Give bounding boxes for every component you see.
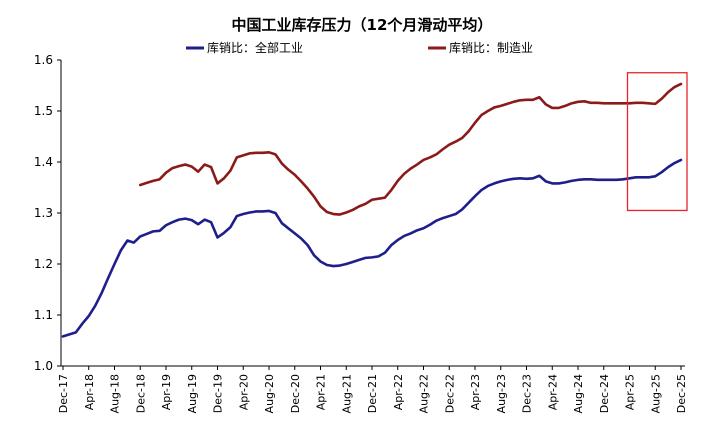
x-tick-label: Apr-23: [469, 374, 482, 410]
x-axis: Dec-17 Apr-18 Aug-18 Dec-18 Apr-19 Aug-19 Dec-…: [57, 365, 688, 413]
x-tick-label: Aug-21: [340, 374, 353, 413]
x-tick-label: Dec-25: [675, 374, 688, 413]
x-tick-label: Dec-21: [366, 374, 379, 413]
x-tick-label: Aug-19: [186, 374, 199, 413]
x-tick-label: Dec-18: [134, 374, 147, 413]
x-tick-label: Dec-23: [521, 374, 534, 413]
y-tick-label: 1.4: [34, 155, 53, 169]
legend-label-all-industry: 库销比：全部工业: [207, 40, 303, 55]
x-tick-label: Aug-20: [263, 374, 276, 413]
legend: 库销比：全部工业 库销比：制造业: [186, 40, 533, 55]
y-tick-label: 1.3: [34, 206, 53, 220]
y-tick-label: 1.5: [34, 104, 53, 118]
x-tick-label: Dec-24: [598, 374, 611, 413]
x-tick-label: Dec-19: [212, 374, 225, 413]
y-tick-label: 1.2: [34, 257, 53, 271]
x-tick-label: Dec-22: [443, 374, 456, 413]
series-line-manufacturing: [138, 82, 683, 216]
chart-title: 中国工业库存压力（12个月滑动平均）: [232, 16, 493, 34]
x-tick-label: Apr-21: [315, 374, 328, 410]
y-tick-label: 1.6: [34, 53, 53, 67]
highlight-box: [626, 72, 688, 212]
x-tick-label: Apr-22: [392, 374, 405, 410]
x-tick-label: Aug-22: [418, 374, 431, 413]
x-tick-label: Dec-20: [289, 374, 302, 413]
x-tick-label: Aug-25: [649, 374, 662, 413]
x-tick-label: Dec-17: [57, 374, 70, 413]
series-layer: [61, 82, 683, 338]
highlight-layer: [626, 72, 688, 212]
x-tick-label: Aug-24: [572, 374, 585, 413]
x-tick-label: Aug-18: [109, 374, 122, 413]
y-axis: 1.0 1.1 1.2 1.3 1.4 1.5 1.6: [34, 53, 62, 373]
y-tick-label: 1.0: [34, 359, 53, 373]
x-tick-label: Apr-18: [83, 374, 96, 410]
x-tick-label: Apr-20: [237, 374, 250, 410]
series-line-all-industry: [61, 158, 683, 338]
x-tick-label: Apr-25: [624, 374, 637, 410]
legend-label-manufacturing: 库销比：制造业: [449, 40, 533, 55]
y-tick-label: 1.1: [34, 308, 53, 322]
x-tick-label: Apr-19: [160, 374, 173, 410]
x-tick-label: Apr-24: [546, 374, 559, 410]
x-tick-label: Aug-23: [495, 374, 508, 413]
